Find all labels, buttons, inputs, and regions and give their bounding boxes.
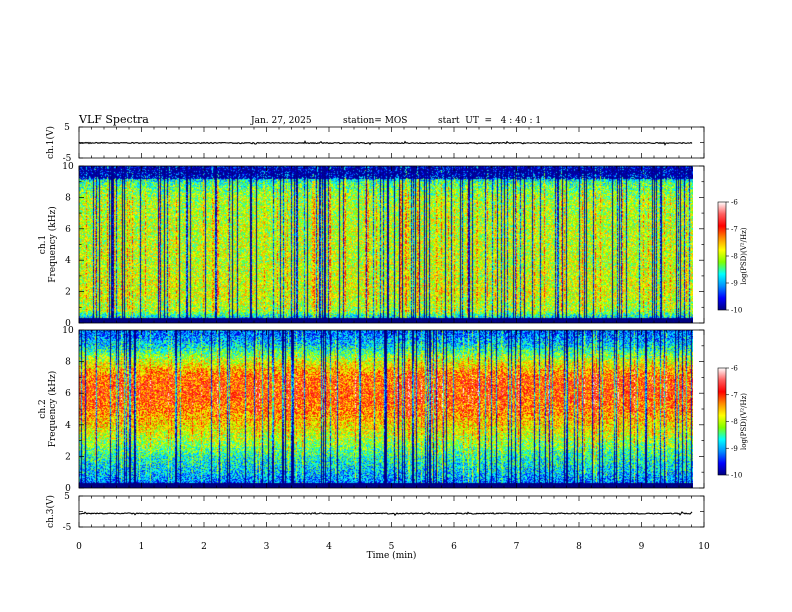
- ch2-spectrogram-ytick-6: 6: [65, 389, 71, 399]
- ch1-spectrogram-ytick-8: 8: [65, 193, 71, 203]
- ch2-spectrogram-ytick-2: 2: [65, 452, 71, 462]
- ch2-spectrogram-ytick-4: 4: [65, 421, 71, 431]
- ch2-spectrogram-colorbar-bar: [717, 367, 727, 476]
- ch2-spectrogram-colorbar-tick-1: -7: [731, 391, 738, 399]
- x-axis: 0 1 2 3 4 5 6 7 8 9 10 Time (min): [76, 542, 710, 561]
- header-station: station= MOS: [343, 116, 407, 126]
- header-date: Jan. 27, 2025: [250, 116, 312, 126]
- ch1-spectrogram-colorbar: -6 -7 -8 -9 -10 log(PSD)(V²/Hz): [717, 199, 748, 315]
- ch2-spectrogram-colorbar-tick-3: -9: [731, 445, 738, 453]
- ch2-spectrogram-colorbar-label: log(PSD)(V²/Hz): [740, 393, 748, 450]
- ch2-spectrogram-ytick-0: 0: [65, 484, 71, 494]
- ch1-spectrogram-colorbar-tick-4: -10: [731, 307, 742, 315]
- ch3-waveform-ytick-top: 5: [64, 492, 70, 502]
- x-tick-label-6: 6: [451, 542, 457, 552]
- ch1-spectrogram-colorbar-tick-0: -6: [731, 199, 738, 207]
- ch1-spectrogram-colorbar-tick-2: -8: [731, 253, 738, 261]
- x-tick-label-10: 10: [698, 542, 710, 552]
- x-tick-label-0: 0: [76, 542, 82, 552]
- ch1-spectrogram-ytick-10: 10: [62, 162, 74, 172]
- ch1-spectrogram-ytick-6: 6: [65, 225, 71, 235]
- ch3-waveform-ytick-bottom: -5: [63, 523, 72, 533]
- x-tick-label-1: 1: [139, 542, 145, 552]
- ch1-spectrogram-ytick-0: 0: [65, 319, 71, 329]
- ch1-waveform-ytick-top: 5: [64, 123, 70, 133]
- ch1-spectrogram-ylabel-frequency: Frequency (kHz): [47, 206, 58, 283]
- ch1-spectrogram-ylabel-channel: ch.1: [38, 235, 48, 254]
- ch2-spectrogram-colorbar: -6 -7 -8 -9 -10 log(PSD)(V²/Hz): [717, 365, 748, 480]
- ch1-spectrogram: 0 2 4 6 8 10 ch.1 Frequency (kHz) -6 -7 -8 -9 -10 log…: [38, 162, 748, 329]
- ch1-waveform-ylabel: ch.1(V): [45, 126, 56, 159]
- x-tick-label-2: 2: [201, 542, 207, 552]
- ch2-spectrogram-image: [79, 330, 693, 488]
- ch1-spectrogram-colorbar-bar: [717, 201, 727, 311]
- ch2-spectrogram: 0 2 4 6 8 10 ch.2 Frequency (kHz) -6 -7 -8 -9 -10 log…: [38, 326, 748, 494]
- x-tick-label-8: 8: [576, 542, 582, 552]
- ch1-waveform-ytick-bottom: -5: [63, 154, 72, 164]
- ch1-spectrogram-colorbar-tick-1: -7: [731, 226, 738, 234]
- ch1-waveform-trace: [78, 140, 693, 146]
- ch2-spectrogram-ylabel-channel: ch.2: [38, 399, 48, 418]
- figure-title: VLF Spectra: [78, 113, 149, 126]
- ch2-spectrogram-colorbar-tick-0: -6: [731, 365, 738, 373]
- header-start-time: start UT = 4 : 40 : 1: [438, 116, 541, 126]
- ch1-spectrogram-colorbar-tick-3: -9: [731, 280, 738, 288]
- ch3-waveform: 5 -5 ch.3(V): [45, 492, 705, 533]
- ch1-spectrogram-ytick-4: 4: [65, 256, 71, 266]
- ch3-waveform-ylabel: ch.3(V): [45, 495, 56, 528]
- ch2-spectrogram-ytick-8: 8: [65, 358, 71, 368]
- x-tick-label-5: 5: [389, 542, 395, 552]
- x-tick-label-3: 3: [264, 542, 270, 552]
- ch1-spectrogram-colorbar-label: log(PSD)(V²/Hz): [740, 227, 748, 284]
- ch2-spectrogram-ylabel-frequency: Frequency (kHz): [47, 371, 58, 448]
- ch1-spectrogram-ytick-2: 2: [65, 288, 71, 298]
- x-tick-label-9: 9: [639, 542, 645, 552]
- ch2-spectrogram-ytick-10: 10: [62, 326, 74, 336]
- ch1-waveform: 5 -5 ch.1(V): [45, 123, 705, 164]
- ch1-spectrogram-image: [79, 166, 693, 323]
- ch3-waveform-trace: [78, 511, 693, 517]
- ch2-spectrogram-colorbar-tick-2: -8: [731, 418, 738, 426]
- x-tick-label-4: 4: [326, 542, 332, 552]
- ch2-spectrogram-colorbar-tick-4: -10: [731, 472, 742, 480]
- x-axis-label: Time (min): [367, 550, 417, 561]
- x-tick-label-7: 7: [514, 542, 520, 552]
